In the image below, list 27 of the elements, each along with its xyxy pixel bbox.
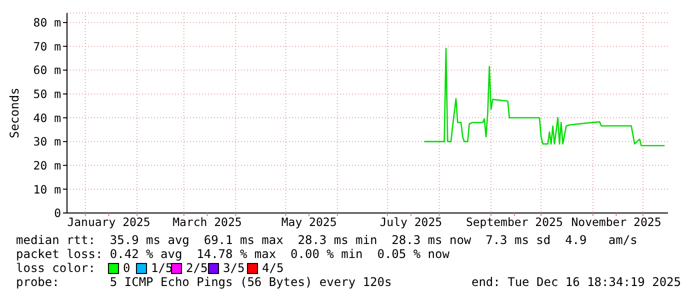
line-series: [424, 48, 666, 146]
text: 2/5: [186, 261, 208, 275]
y-tick-label: 0: [54, 206, 62, 220]
text: probe: 5 ICMP Echo Pings (56 Bytes) every 120s: [16, 275, 392, 289]
y-tick-label: 30 m: [33, 134, 62, 149]
x-tick-label: March 2025: [172, 215, 242, 230]
y-axis-title: Seconds: [7, 88, 22, 138]
y-tick-label: 60 m: [33, 63, 62, 78]
y-tick-label: 40 m: [33, 110, 62, 125]
text: 3/5: [223, 261, 245, 275]
x-tick-label: January 2025: [67, 215, 150, 230]
text: end: Tue Dec 16 18:34:19 2025: [471, 275, 681, 289]
text: median rtt: 35.9 ms avg 69.1 ms max 28.3 ms min 28.3 ms now 7.3 ms sd 4.9 am/s: [16, 233, 638, 247]
text: 4/5: [262, 261, 284, 275]
x-tick-label: July 2025: [380, 215, 442, 230]
text: 1/5: [151, 261, 173, 275]
text: 0: [123, 261, 130, 275]
y-tick-label: 10 m: [33, 182, 62, 196]
y-tick-label: 80 m: [33, 16, 62, 30]
x-tick-label: November 2025: [571, 215, 662, 230]
y-tick-label: 70 m: [33, 39, 62, 54]
x-tick-label: May 2025: [281, 215, 337, 230]
y-tick-label: 50 m: [33, 87, 62, 102]
text: packet loss: 0.42 % avg 14.78 % max 0.00 % min 0.05 % now: [16, 247, 450, 261]
x-tick-label: September 2025: [466, 215, 563, 230]
y-tick-label: 20 m: [33, 158, 62, 172]
text: loss color:: [16, 261, 96, 275]
